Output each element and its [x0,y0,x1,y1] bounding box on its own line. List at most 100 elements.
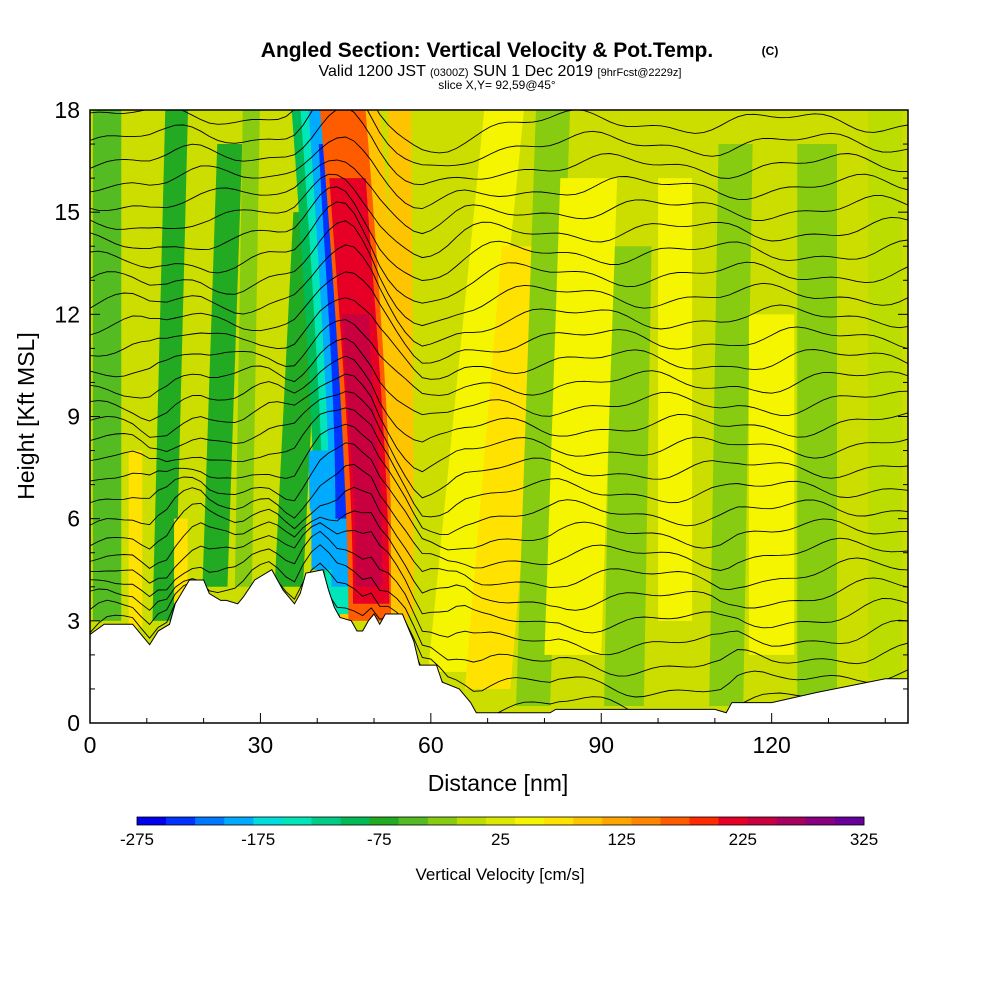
y-tick-label: 15 [54,199,80,225]
theta-contour-line [90,201,908,304]
x-axis: 0 30 60 90 120 [84,713,886,758]
valid-utc: (0300Z) [430,67,469,79]
velocity-core-band [308,450,335,570]
copyright-mark: (C) [762,44,779,58]
colorbar-swatch [805,817,836,825]
theta-contour-line [90,220,908,327]
colorbar-swatch [515,817,545,825]
velocity-band [544,178,618,655]
theta-contour-line [90,486,908,591]
theta-contour-line [90,544,908,677]
colorbar-label: Vertical Velocity [cm/s] [415,865,584,884]
colorbar-swatch [456,817,487,825]
theta-contour-line [90,463,908,571]
x-tick-label: 60 [418,732,444,758]
colorbar: -275 -175 -75 25 125 225 325 [120,816,878,849]
colorbar-swatch [369,817,400,825]
theta-contour-line [90,530,908,656]
velocity-band [748,314,795,655]
colorbar-swatch [689,817,719,825]
colorbar-swatch [195,817,225,825]
theta-contour-line [90,297,908,380]
y-tick-label: 0 [67,710,80,736]
theta-contour-line [90,186,908,281]
velocity-band [464,246,548,689]
chart-title: Angled Section: Vertical Velocity & Pot.… [261,39,713,62]
colorbar-tick-label: 325 [850,830,878,849]
theta-contour-line [90,423,908,536]
y-tick-label: 12 [54,301,80,327]
valid-time-line: Valid 1200 JST (0300Z) SUN 1 Dec 2019 [9… [319,63,682,80]
colorbar-swatch [776,817,807,825]
colorbar-swatch [573,817,603,825]
theta-contour-line [90,319,908,396]
colorbar-swatch [485,817,516,825]
colorbar-swatch [166,817,196,825]
colorbar-tick-label: -275 [120,830,154,849]
theta-contour-line [90,391,908,499]
colorbar-frame [136,816,865,826]
colorbar-tick-label: -175 [241,830,275,849]
colorbar-tick-label: -75 [367,830,392,849]
x-tick-label: 30 [248,732,274,758]
colorbar-swatch [834,817,865,825]
velocity-band [152,110,188,621]
colorbar-swatch [544,817,574,825]
colorbar-swatch [427,817,458,825]
velocity-band [427,110,524,672]
velocity-core-band [388,110,414,615]
theta-contour-line [90,442,908,551]
colorbar-swatch [311,817,341,825]
y-tick-label: 18 [54,97,80,123]
colorbar-swatch [253,817,283,825]
colorbar-swatch [718,817,749,825]
colorbar-tick-label: 225 [729,830,757,849]
y-axis-label: Height [Kft MSL] [13,332,39,499]
colorbar-swatch [398,817,429,825]
x-tick-label: 120 [752,732,790,758]
x-axis-label: Distance [nm] [428,770,569,796]
forecast-info: [9hrFcst@2229z] [598,67,682,79]
velocity-core-band [342,314,383,587]
theta-contour-line [90,510,908,611]
theta-contour-line [90,173,908,259]
colorbar-swatch [340,817,371,825]
theta-contour-line [90,244,908,347]
colorbar-tick-label: 25 [491,830,510,849]
colorbar-swatch [602,817,632,825]
velocity-band [234,110,260,587]
velocity-band [797,144,837,696]
velocity-band [202,144,243,587]
theta-contour-line [90,110,908,186]
colorbar-swatch [747,817,778,825]
theta-contour-line [90,373,908,473]
slice-info: slice X,Y= 92,59@45° [438,78,556,92]
valid-date: SUN 1 Dec 2019 [473,63,593,80]
theta-contour-line [90,407,908,518]
y-axis: 0 3 6 9 12 15 18 [54,97,908,736]
theta-contour-line [90,136,908,210]
y-tick-label: 3 [67,608,80,634]
colorbar-tick-label: 125 [607,830,635,849]
velocity-band [128,450,143,628]
x-tick-label: 90 [588,732,614,758]
valid-prefix: Valid 1200 JST [319,63,427,80]
theta-contour-line [90,271,908,364]
theta-contour-line [90,337,908,417]
theta-contour-line [90,355,908,443]
colorbar-swatch [660,817,690,825]
y-tick-label: 9 [67,404,80,430]
velocity-band [658,178,693,621]
colorbar-swatch [224,817,254,825]
colorbar-swatch [282,817,312,825]
velocity-band [92,110,122,621]
colorbar-swatch [631,817,661,825]
velocity-band [516,110,571,706]
theta-contour-line [90,522,908,634]
y-tick-label: 6 [67,506,80,532]
x-tick-label: 0 [84,732,97,758]
colorbar-swatch [137,817,167,825]
terrain-mask [90,569,908,723]
plot-area [90,110,908,723]
